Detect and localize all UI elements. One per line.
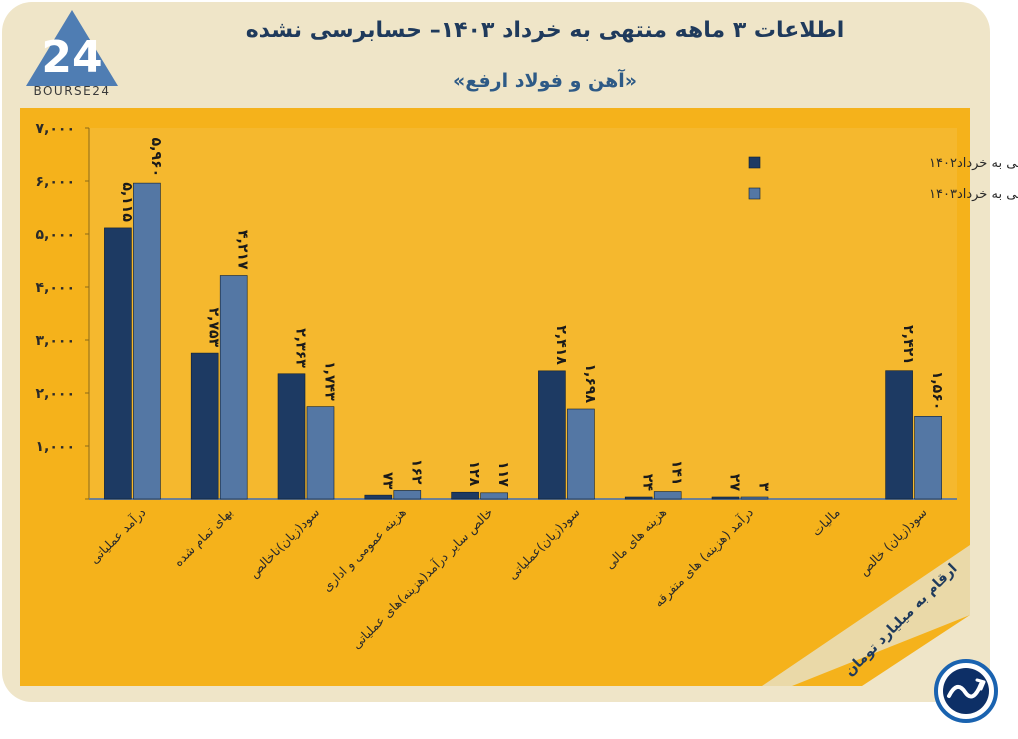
category-label: بهای تمام شده bbox=[171, 505, 236, 570]
bar-1402-0 bbox=[104, 227, 132, 500]
logo-text: BOURSE24 bbox=[33, 84, 111, 98]
y-tick-label: ۵,۰۰۰ bbox=[36, 227, 76, 243]
page-subtitle: «آهن و فولاد ارفع» bbox=[452, 70, 638, 92]
bar-1403-4 bbox=[480, 492, 508, 500]
legend-swatch-1403 bbox=[748, 187, 761, 200]
bar-1403-1 bbox=[219, 275, 248, 500]
data-label: ۷۳ bbox=[379, 472, 395, 490]
data-label: ۵,۱۱۵ bbox=[119, 182, 135, 222]
category-label: سود(زیان)عملیاتی bbox=[505, 505, 584, 584]
data-label: ۱,۵۶۰ bbox=[929, 371, 945, 411]
bar-1403-7 bbox=[740, 496, 769, 500]
bar-1402-9 bbox=[885, 370, 913, 500]
data-label: ۲,۷۵۳ bbox=[206, 308, 222, 348]
bar-1402-4 bbox=[451, 491, 479, 500]
data-label: ۲,۴۱۸ bbox=[553, 325, 569, 365]
bar-1403-6 bbox=[653, 491, 682, 500]
category-label: خالص سایر درآمد(هزینه)های عملیاتی bbox=[348, 505, 496, 653]
data-label: ۱۲۸ bbox=[466, 461, 482, 487]
data-label: ۱۴۱ bbox=[669, 460, 685, 486]
chart-wave-icon bbox=[934, 659, 998, 723]
data-label: ۵,۹۶۰ bbox=[148, 138, 164, 178]
bar-1403-5 bbox=[567, 408, 595, 500]
y-tick-label: ۳,۰۰۰ bbox=[36, 333, 76, 349]
data-label: ۱۱۷ bbox=[495, 461, 511, 487]
data-label: ۱۶۲ bbox=[408, 459, 424, 485]
bar-1403-3 bbox=[393, 490, 422, 500]
legend-label-1402: عملکرد منتهی به خرداد۱۴۰۲ bbox=[929, 156, 1018, 171]
data-label: ۱,۷۴۳ bbox=[322, 361, 338, 401]
data-label: ۲۷ bbox=[727, 474, 743, 492]
data-label: ۱,۶۹۸ bbox=[582, 364, 598, 404]
y-tick-label: ۴,۰۰۰ bbox=[36, 280, 76, 296]
y-tick-label: ۱,۰۰۰ bbox=[36, 439, 76, 455]
bar-1402-3 bbox=[364, 494, 393, 500]
data-label: ۲,۳۶۳ bbox=[293, 328, 309, 368]
bar-1402-6 bbox=[624, 496, 653, 500]
category-label: درآمد (هزینه) های متفرقه bbox=[651, 505, 757, 611]
category-label: مالیات bbox=[809, 505, 843, 539]
bar-1403-0 bbox=[133, 182, 161, 500]
bar-1402-2 bbox=[277, 373, 306, 500]
category-label: هزینه عمومی و اداری bbox=[319, 505, 410, 596]
category-label: سود(زیان) خالص bbox=[856, 505, 931, 580]
unit-banner-bottom bbox=[862, 615, 970, 686]
category-label: هزینه های مالی bbox=[602, 505, 670, 573]
data-label: ۴,۲۱۷ bbox=[235, 230, 251, 270]
unit-banner-top bbox=[762, 545, 970, 686]
data-label: ۳ bbox=[756, 482, 772, 491]
category-label: درآمد عملیاتی bbox=[87, 505, 150, 568]
bar-1403-9 bbox=[914, 416, 942, 500]
legend-label-1403: عملکرد منتهی به خرداد۱۴۰۳ bbox=[929, 187, 1018, 202]
bourse24-logo: 24 bbox=[26, 10, 118, 86]
y-tick-label: ۶,۰۰۰ bbox=[36, 174, 76, 190]
category-label: سود(زیان)ناخالص bbox=[246, 505, 323, 582]
y-tick-label: ۲,۰۰۰ bbox=[36, 386, 76, 402]
bar-1402-1 bbox=[190, 352, 219, 500]
data-label: ۲۴ bbox=[640, 474, 656, 492]
bar-1402-5 bbox=[538, 370, 566, 500]
svg-text:24: 24 bbox=[41, 32, 102, 83]
bar-1403-2 bbox=[306, 406, 335, 500]
data-label: ۲,۴۲۱ bbox=[900, 325, 916, 365]
page-title: اطلاعات ۳ ماهه منتهی به خرداد ۱۴۰۳– حساب… bbox=[245, 18, 845, 43]
y-tick-label: ۷,۰۰۰ bbox=[36, 121, 76, 137]
bar-1402-7 bbox=[711, 496, 740, 500]
legend-swatch-1402 bbox=[748, 156, 761, 169]
